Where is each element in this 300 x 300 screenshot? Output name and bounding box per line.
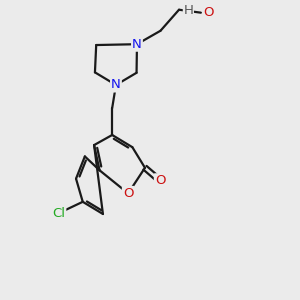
Text: N: N (111, 79, 121, 92)
Text: N: N (132, 38, 142, 51)
Text: O: O (155, 174, 165, 187)
Text: O: O (123, 187, 134, 200)
Text: O: O (203, 6, 214, 19)
Text: H: H (183, 4, 193, 17)
Text: Cl: Cl (52, 207, 65, 220)
